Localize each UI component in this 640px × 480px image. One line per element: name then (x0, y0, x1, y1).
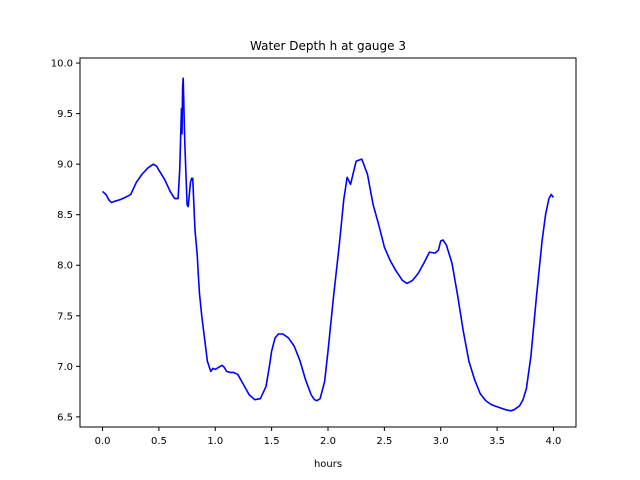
plot-area (102, 77, 555, 412)
x-tick-label: 1.0 (207, 436, 223, 447)
x-axis-label: hours (314, 459, 342, 470)
x-tick-label: 3.5 (489, 436, 505, 447)
axes-frame (79, 57, 577, 428)
x-tick-label: 2.5 (376, 436, 392, 447)
y-axis: 6.5 7.0 7.5 8.0 8.5 9.0 9.5 10.0 (51, 59, 80, 423)
x-tick-label: 0.5 (151, 436, 167, 447)
x-axis: 0.0 0.5 1.0 1.5 2.0 2.5 3.0 3.5 4.0 (95, 427, 562, 447)
y-tick-label: 7.5 (57, 311, 73, 322)
x-tick-label: 3.0 (433, 436, 449, 447)
x-tick-label: 0.0 (95, 436, 111, 447)
series-line-0 (102, 77, 555, 412)
chart-title: Water Depth h at gauge 3 (250, 39, 406, 53)
y-tick-label: 10.0 (51, 59, 73, 70)
x-tick-label: 1.5 (264, 436, 280, 447)
y-tick-label: 8.0 (57, 261, 73, 272)
y-tick-label: 9.5 (57, 109, 73, 120)
x-tick-label: 2.0 (320, 436, 336, 447)
y-tick-label: 7.0 (57, 362, 73, 373)
x-tick-label: 4.0 (546, 436, 562, 447)
y-tick-label: 6.5 (57, 412, 73, 423)
y-tick-label: 8.5 (57, 210, 73, 221)
y-tick-label: 9.0 (57, 160, 73, 171)
